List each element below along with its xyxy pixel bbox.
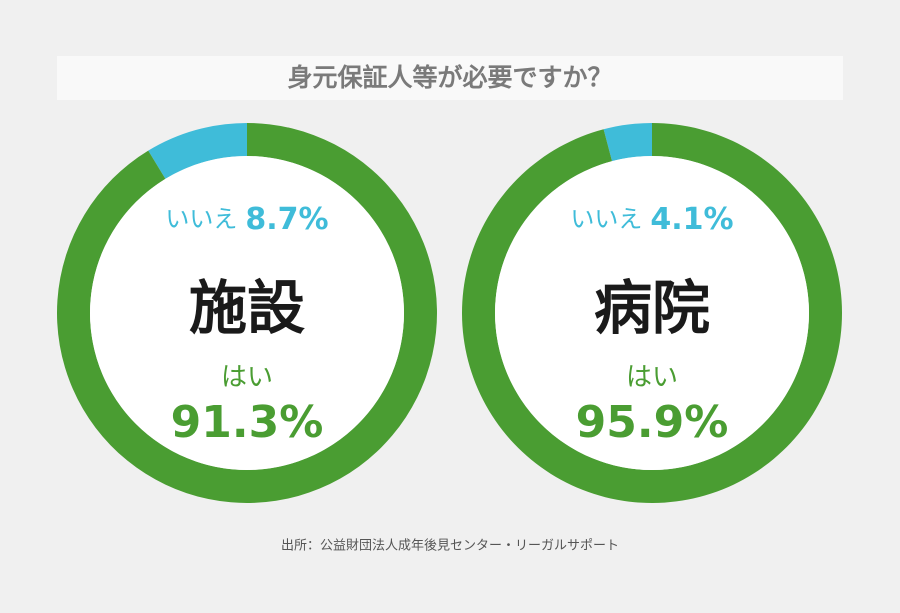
donut-slice — [148, 123, 247, 179]
value-label: 8.7% — [245, 202, 328, 237]
slice-label: いいえ 4.1% — [570, 202, 733, 237]
category-label: はい — [626, 363, 678, 393]
slice-label: いいえ 8.7% — [165, 202, 328, 237]
value-label: 95.9% — [576, 397, 729, 448]
title-box — [57, 56, 843, 100]
category-label: いいえ — [570, 205, 642, 233]
center-label: 病院 — [594, 274, 710, 342]
chart-title: 身元保証人等が必要ですか？ — [287, 63, 612, 92]
value-label: 4.1% — [650, 202, 733, 237]
center-label: 施設 — [189, 274, 305, 342]
donut-hole — [495, 156, 809, 470]
value-label: 91.3% — [171, 397, 324, 448]
donut-hole — [90, 156, 404, 470]
category-label: いいえ — [165, 205, 237, 233]
source: 出所：公益財団法人成年後見センター・リーガルサポート — [281, 539, 619, 554]
donut-slice — [603, 123, 652, 162]
category-label: はい — [221, 363, 273, 393]
